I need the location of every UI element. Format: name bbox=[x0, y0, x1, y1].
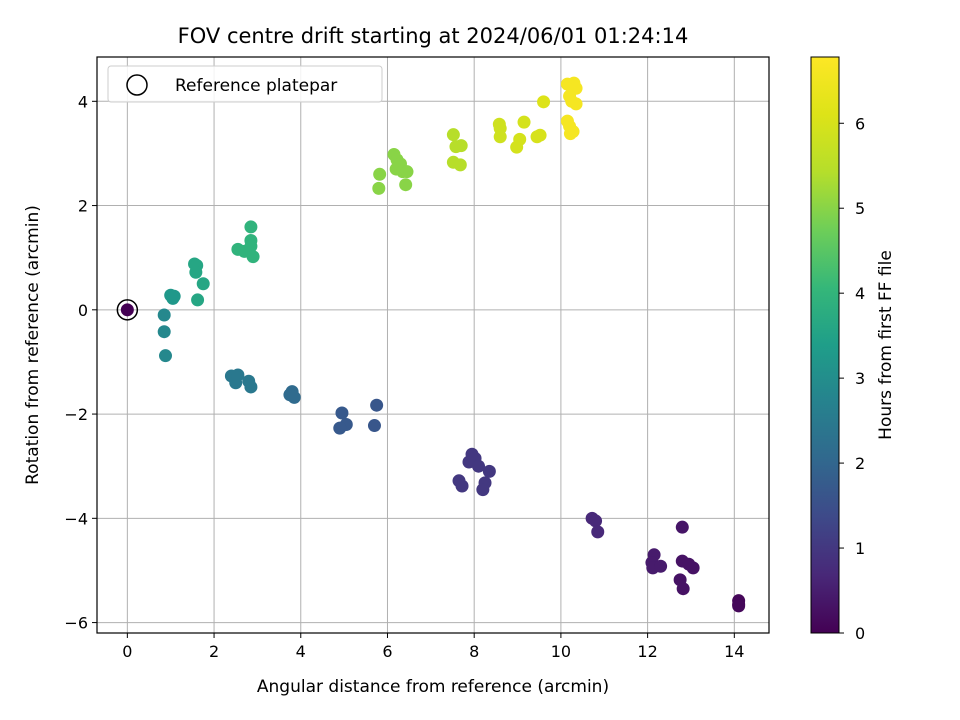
colorbar-tick-label: 3 bbox=[855, 369, 865, 388]
x-tick-label: 10 bbox=[551, 642, 571, 661]
legend-marker-reference bbox=[126, 74, 148, 96]
scatter-point bbox=[373, 167, 387, 181]
scatter-point bbox=[399, 178, 413, 192]
scatter-point bbox=[159, 349, 173, 363]
scatter-point bbox=[370, 398, 384, 412]
scatter-point bbox=[675, 520, 689, 534]
plot-area-frame bbox=[96, 56, 770, 634]
scatter-point bbox=[229, 376, 243, 390]
scatter-point bbox=[372, 181, 386, 195]
colorbar-gradient bbox=[810, 56, 840, 634]
scatter-points bbox=[116, 76, 746, 613]
y-axis-ticks: −6 −4 −2 0 2 4 bbox=[64, 92, 97, 633]
scatter-point bbox=[196, 277, 210, 291]
x-tick-label: 4 bbox=[296, 642, 306, 661]
x-tick-label: 0 bbox=[122, 642, 132, 661]
scatter-point bbox=[537, 95, 551, 109]
y-axis-label: Rotation from reference (arcmin) bbox=[23, 205, 43, 485]
scatter-point bbox=[191, 293, 205, 307]
x-axis-label: Angular distance from reference (arcmin) bbox=[257, 677, 609, 697]
x-tick-label: 12 bbox=[637, 642, 657, 661]
scatter-point bbox=[476, 483, 490, 497]
scatter-point bbox=[246, 250, 260, 264]
x-axis-ticks: 0 2 4 6 8 10 12 14 bbox=[122, 633, 744, 661]
scatter-point bbox=[244, 239, 258, 253]
y-tick-label: 0 bbox=[78, 301, 88, 320]
scatter-point bbox=[654, 559, 668, 573]
scatter-point bbox=[446, 128, 460, 142]
scatter-point bbox=[166, 291, 180, 305]
scatter-point bbox=[333, 421, 347, 435]
x-tick-label: 8 bbox=[469, 642, 479, 661]
y-tick-label: −2 bbox=[64, 405, 88, 424]
scatter-point bbox=[493, 130, 507, 144]
scatter-point bbox=[517, 115, 531, 129]
colorbar-tick-label: 5 bbox=[855, 199, 865, 218]
scatter-point bbox=[244, 220, 258, 234]
colorbar-tick-label: 2 bbox=[855, 454, 865, 473]
colorbar-label: Hours from first FF file bbox=[876, 250, 896, 440]
scatter-point bbox=[510, 140, 524, 154]
scatter-point bbox=[157, 308, 171, 322]
scatter-point bbox=[589, 514, 603, 528]
scatter-point bbox=[335, 406, 349, 420]
colorbar-ticks: 0 1 2 3 4 5 6 bbox=[839, 114, 865, 643]
colorbar-tick-label: 1 bbox=[855, 539, 865, 558]
colorbar-tick-label: 0 bbox=[855, 624, 865, 643]
scatter-point bbox=[482, 464, 496, 478]
colorbar-tick-label: 6 bbox=[855, 114, 865, 133]
scatter-point bbox=[244, 380, 258, 394]
scatter-point bbox=[455, 479, 469, 493]
scatter-point bbox=[563, 127, 577, 141]
x-tick-label: 2 bbox=[209, 642, 219, 661]
scatter-point bbox=[591, 525, 605, 539]
scatter-point bbox=[287, 390, 301, 404]
scatter-point bbox=[189, 265, 203, 279]
reference-marker bbox=[116, 299, 139, 321]
y-tick-label: −6 bbox=[64, 614, 88, 633]
y-tick-label: 2 bbox=[78, 197, 88, 216]
y-tick-label: −4 bbox=[64, 509, 88, 528]
scatter-point bbox=[367, 419, 381, 433]
colorbar-tick-label: 4 bbox=[855, 284, 865, 303]
scatter-point bbox=[533, 128, 547, 142]
y-tick-label: 4 bbox=[78, 92, 88, 111]
scatter-point bbox=[676, 582, 690, 596]
scatter-point bbox=[686, 561, 700, 575]
chart-title: FOV centre drift starting at 2024/06/01 … bbox=[178, 24, 689, 48]
scatter-point bbox=[120, 303, 134, 317]
scatter-point bbox=[732, 599, 746, 613]
legend: Reference platepar bbox=[107, 65, 383, 103]
scatter-point bbox=[157, 325, 171, 339]
x-tick-label: 6 bbox=[382, 642, 392, 661]
scatter-point bbox=[454, 139, 468, 153]
legend-box bbox=[107, 65, 383, 103]
grid bbox=[97, 57, 769, 633]
colorbar: 0 1 2 3 4 5 6 Hours from first FF file bbox=[810, 56, 896, 643]
scatter-point bbox=[472, 459, 486, 473]
scatter-point bbox=[400, 165, 414, 179]
scatter-point bbox=[569, 97, 583, 111]
legend-entry-reference: Reference platepar bbox=[175, 76, 337, 96]
scatter-point bbox=[453, 158, 467, 172]
x-tick-label: 14 bbox=[724, 642, 744, 661]
